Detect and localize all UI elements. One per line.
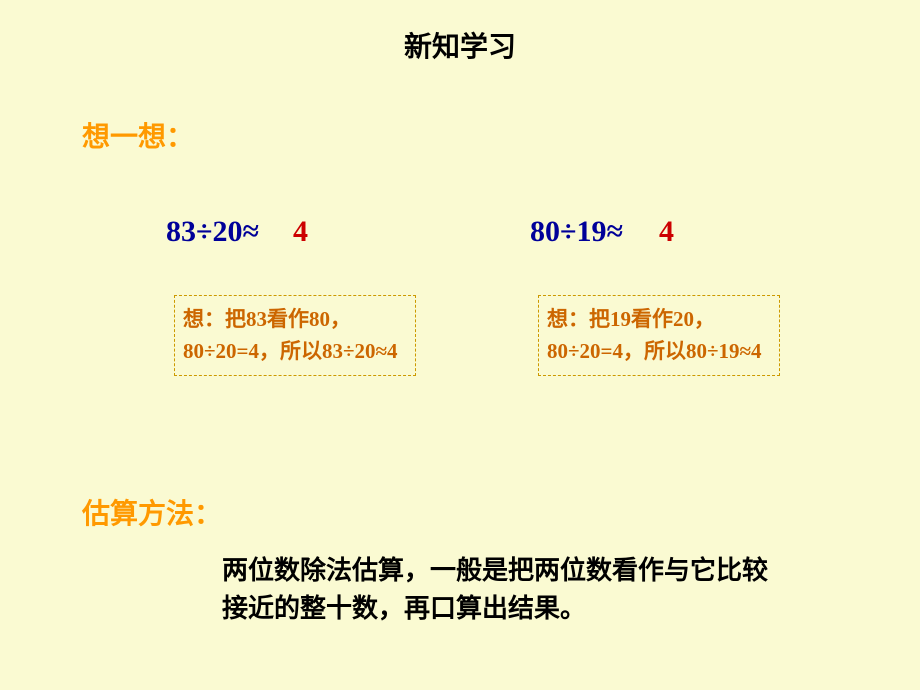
hint-box-right: 想：把19看作20，80÷20=4，所以80÷19≈4	[538, 295, 780, 376]
problem-left: 83÷20≈ 4	[166, 215, 308, 249]
hint-box-left: 想：把83看作80，80÷20=4，所以83÷20≈4	[174, 295, 416, 376]
problem-right: 80÷19≈ 4	[530, 215, 674, 249]
method-text: 两位数除法估算，一般是把两位数看作与它比较接近的整十数，再口算出结果。	[222, 552, 782, 627]
think-label: 想一想：	[82, 115, 194, 155]
problem-answer: 4	[659, 215, 674, 249]
method-label: 估算方法：	[82, 492, 222, 532]
problem-expression: 83÷20≈	[166, 215, 259, 249]
problem-expression: 80÷19≈	[530, 215, 623, 249]
problem-answer: 4	[293, 215, 308, 249]
slide-title: 新知学习	[0, 25, 920, 65]
